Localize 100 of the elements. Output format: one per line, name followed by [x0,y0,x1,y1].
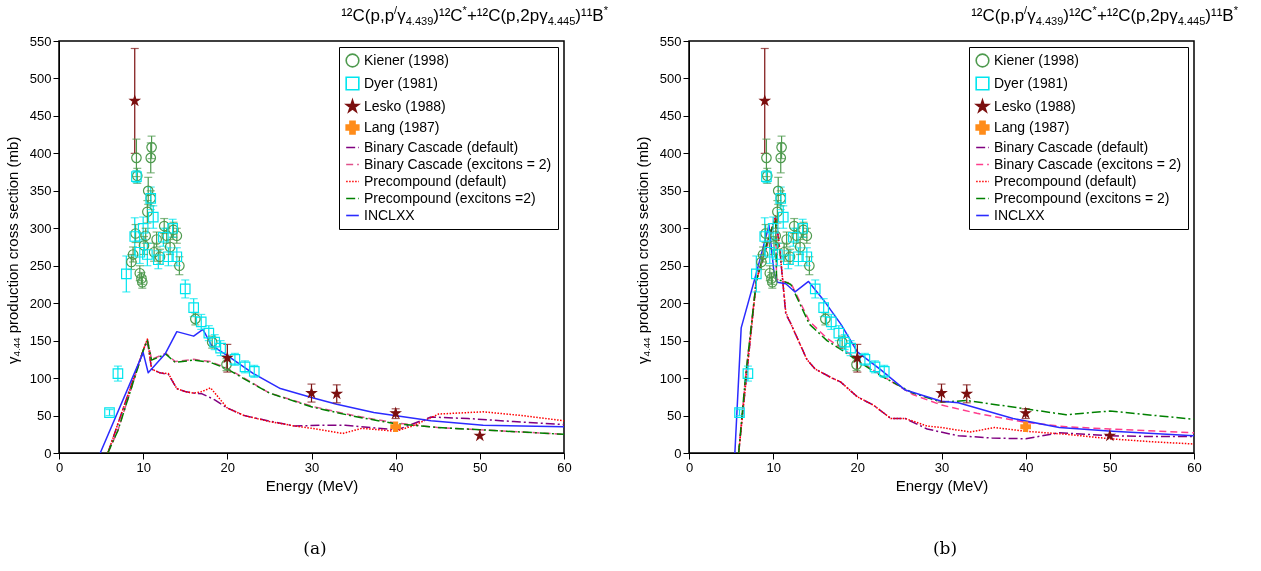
legend-label: Binary Cascade (excitons = 2) [994,155,1182,172]
x-axis-title: Energy (MeV) [895,476,989,494]
y-tick-label: 200 [659,295,682,311]
legend-label: Dyer (1981) [994,74,1068,91]
point [759,95,770,106]
y-tick-label: 450 [29,108,52,124]
point [772,249,783,260]
point [306,387,317,398]
point [788,231,799,243]
legend-label: Binary Cascade (excitons = 2) [364,155,552,172]
x-tick-label: 20 [850,459,866,475]
point [179,283,191,295]
point [195,316,207,328]
point [770,230,782,242]
point [138,240,150,251]
point [129,95,140,106]
y-tick-label: 50 [37,408,52,424]
x-tick-label: 40 [388,459,404,475]
text: (b) [931,538,959,558]
point [148,246,160,258]
x-tick-label: 50 [473,459,488,475]
point [171,251,183,263]
point [961,388,972,399]
x-tick-label: 60 [557,459,572,475]
y-tick-label: 0 [674,445,682,461]
point [215,342,226,354]
y-tick-label: 350 [659,183,682,199]
y-tick-label: 200 [29,295,52,311]
point [768,240,780,251]
legend-label: Precompound (excitons =2) [364,189,536,206]
point [772,206,783,218]
y-tick-label: 250 [659,258,682,274]
point [137,222,149,234]
text: (a) [302,538,328,558]
point [147,211,159,223]
x-tick-label: 30 [304,459,320,475]
point [936,387,947,398]
x-tick-label: 40 [1018,459,1034,475]
point [845,342,856,354]
point [801,251,813,263]
y-tick-label: 100 [29,370,52,386]
point [163,251,174,263]
y-tick-label: 350 [29,183,52,199]
point [146,142,157,153]
y-tick-label: 150 [29,333,52,349]
legend-label: Binary Cascade (default) [364,138,519,155]
x-tick-label: 0 [685,459,694,475]
y-tick-label: 300 [659,220,682,236]
point [174,260,185,272]
legend-label: Lang (1987) [994,118,1070,135]
legend-label: Lesko (1988) [994,97,1076,114]
y-tick-label: 450 [659,108,682,124]
legend-label: Precompound (excitons = 2) [994,189,1170,206]
point [1104,430,1115,441]
y-tick-label: 300 [29,220,52,236]
point [804,260,815,272]
legend-label: Binary Cascade (default) [994,138,1149,155]
point [750,268,762,280]
legend-label: Lesko (1988) [364,97,446,114]
point [331,388,342,399]
y-tick-label: 400 [659,145,682,161]
point [793,251,804,263]
chart-title: ¹²C(p,p$^{/}$γ$_{4.439}$)¹²C$^{*}$+¹²C(p,2pγ$_{4.445}$)¹¹B$^{*}$ [971,4,1238,28]
x-tick-label: 10 [136,459,151,475]
y-tick-label: 100 [659,370,682,386]
legend-label: Kiener (1998) [364,51,449,68]
point [809,283,821,295]
point [775,152,787,164]
legend-label: INCLXX [364,206,416,223]
point [222,352,233,363]
y-tick-label: 500 [29,70,52,86]
legend-label: Precompound (default) [364,172,507,189]
point [777,211,789,223]
y-tick-label: 550 [29,33,52,49]
x-tick-label: 20 [220,459,236,475]
point [145,152,157,164]
point [767,222,779,234]
point [120,268,132,280]
chart-title: ¹²C(p,p$^{/}$γ$_{4.439}$)¹²C$^{*}$+¹²C(p,2pγ$_{4.445}$)¹¹B$^{*}$ [341,4,608,28]
x-tick-label: 0 [55,459,64,475]
y-tick-label: 150 [659,333,682,349]
point [852,352,863,363]
point [134,246,146,258]
point [142,206,153,218]
y-tick-label: 500 [659,70,682,86]
legend-label: INCLXX [994,206,1046,223]
point [188,302,200,314]
point [825,316,837,328]
y-tick-label: 550 [659,33,682,49]
x-tick-label: 10 [766,459,781,475]
x-tick-label: 50 [1103,459,1118,475]
x-tick-label: 60 [1187,459,1202,475]
y-tick-label: 400 [29,145,52,161]
point [818,302,830,314]
point [764,246,776,258]
y-tick-label: 0 [44,445,52,461]
point [158,231,169,243]
legend-label: Kiener (1998) [994,51,1079,68]
point [778,246,790,258]
point [390,421,402,433]
